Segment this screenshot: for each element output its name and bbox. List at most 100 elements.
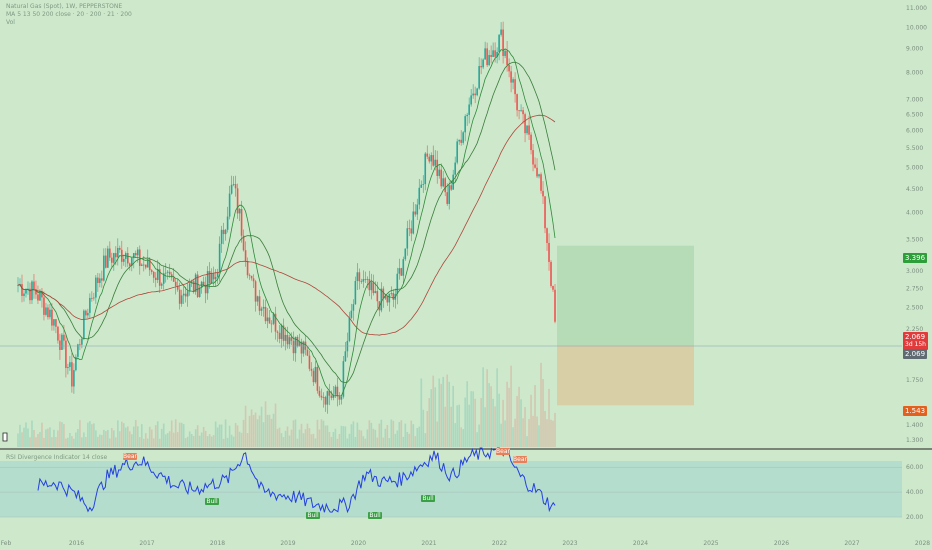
volume-bar-22 xyxy=(61,422,63,447)
volume-bar-40 xyxy=(97,436,99,447)
volume-bar-30 xyxy=(77,429,79,447)
ma-legend[interactable]: MA 5 13 50 200 close · 20 · 200 · 21 · 2… xyxy=(6,11,132,18)
candle-body-146 xyxy=(308,355,311,369)
candle-body-156 xyxy=(328,391,331,396)
volume-bar-14 xyxy=(45,429,47,447)
candle-body-197 xyxy=(410,228,413,234)
candle-body-154 xyxy=(324,396,327,405)
volume-bar-178 xyxy=(372,428,375,447)
candle-body-78 xyxy=(172,277,175,282)
time-axis[interactable]: Feb 2016 2017 2018 2019 2020 2021 2022 2023 2024 2… xyxy=(1,540,931,547)
candle-body-240 xyxy=(496,51,498,57)
candle-body-45 xyxy=(107,248,109,268)
volume-bar-249 xyxy=(514,418,516,447)
volume-bar-254 xyxy=(524,407,526,447)
candle-body-202 xyxy=(420,184,423,188)
candle-body-182 xyxy=(380,288,383,311)
rsi-axis[interactable]: 60.00 40.00 20.00 xyxy=(906,464,923,521)
candle-body-64 xyxy=(144,264,147,268)
volume-bar-197 xyxy=(410,420,413,447)
candle-body-69 xyxy=(154,277,157,280)
volume-bar-241 xyxy=(498,393,500,447)
volume-bar-222 xyxy=(460,427,462,447)
volume-bar-194 xyxy=(404,423,407,447)
volume-bar-124 xyxy=(264,401,267,447)
volume-bar-244 xyxy=(504,420,506,447)
candle-body-169 xyxy=(354,280,357,305)
candle-body-16 xyxy=(49,309,51,318)
candle-body-40 xyxy=(97,277,99,283)
volume-bar-165 xyxy=(346,438,349,447)
volume-bar-29 xyxy=(75,432,77,447)
candle-body-147 xyxy=(310,368,313,371)
candle-body-244 xyxy=(504,50,506,56)
candle-body-62 xyxy=(140,264,143,266)
volume-bar-240 xyxy=(496,368,498,447)
volume-bar-3 xyxy=(23,427,25,447)
candle-body-121 xyxy=(258,296,261,311)
volume-bar-99 xyxy=(214,421,217,447)
candle-body-264 xyxy=(544,196,546,229)
candle-body-30 xyxy=(77,344,79,357)
volume-bar-248 xyxy=(512,427,514,447)
volume-bar-92 xyxy=(200,432,203,447)
volume-bar-184 xyxy=(384,428,387,447)
volume-bar-267 xyxy=(550,419,552,447)
candle-body-149 xyxy=(314,366,317,383)
rsi-legend[interactable]: RSI Divergence Indicator 14 close xyxy=(6,454,108,461)
rsi-marker-bull-2: Bull xyxy=(307,512,319,519)
volume-bar-180 xyxy=(376,437,379,447)
candle-body-229 xyxy=(474,93,476,96)
loss-zone[interactable] xyxy=(557,345,694,406)
volume-bar-70 xyxy=(156,421,159,447)
candle-body-221 xyxy=(458,139,460,142)
candle-body-157 xyxy=(330,395,333,398)
stop-price-badge: 1.543 xyxy=(903,406,928,416)
candle-body-237 xyxy=(490,55,492,57)
volume-bar-115 xyxy=(246,432,249,447)
volume-bar-18 xyxy=(53,429,55,447)
candle-body-213 xyxy=(442,178,445,187)
candle-body-267 xyxy=(550,261,552,286)
candle-body-200 xyxy=(416,204,419,215)
candle-body-248 xyxy=(512,79,514,83)
candle-body-32 xyxy=(81,338,83,345)
candle-body-245 xyxy=(506,50,508,65)
bar-countdown: 3d 15h xyxy=(905,341,926,348)
volume-bar-116 xyxy=(248,415,251,447)
price-tick-9: 4.500 xyxy=(906,186,923,193)
candle-body-114 xyxy=(244,250,247,262)
volume-bar-256 xyxy=(528,419,530,447)
candle-body-209 xyxy=(434,159,437,166)
candle-body-183 xyxy=(382,288,385,299)
candle-body-132 xyxy=(280,325,283,340)
volume-bar-59 xyxy=(134,420,137,447)
candle-body-252 xyxy=(520,110,522,111)
price-tick-11: 3.500 xyxy=(906,237,923,244)
price-tick-20: 1.300 xyxy=(906,437,923,444)
candle-body-44 xyxy=(105,255,107,268)
volume-bar-28 xyxy=(73,438,75,447)
candle-body-24 xyxy=(65,340,67,369)
target-price-badge: 3.396 xyxy=(903,253,928,263)
candle-body-49 xyxy=(115,253,117,258)
volume-bar-114 xyxy=(244,405,247,447)
volume-bar-120 xyxy=(256,419,259,447)
candle-body-2 xyxy=(21,284,23,296)
vol-legend[interactable]: Vol xyxy=(6,19,15,26)
price-tick-12: 3.000 xyxy=(906,268,923,275)
symbol-title[interactable]: Natural Gas (Spot), 1W, PEPPERSTONE xyxy=(6,3,123,10)
candle-body-206 xyxy=(428,156,431,162)
candle-body-125 xyxy=(266,317,269,322)
candle-body-241 xyxy=(498,34,500,52)
volume-bar-58 xyxy=(132,426,135,447)
candle-body-192 xyxy=(400,268,403,276)
profit-zone[interactable] xyxy=(557,245,694,346)
volume-bar-235 xyxy=(486,369,488,447)
volume-bar-195 xyxy=(406,431,409,447)
price-axis[interactable]: 11.000 10.000 9.000 8.000 7.000 6.500 6.000 5.5… xyxy=(906,5,927,444)
rsi-band xyxy=(0,461,902,517)
volume-bar-262 xyxy=(540,362,542,447)
volume-bar-48 xyxy=(113,430,115,447)
